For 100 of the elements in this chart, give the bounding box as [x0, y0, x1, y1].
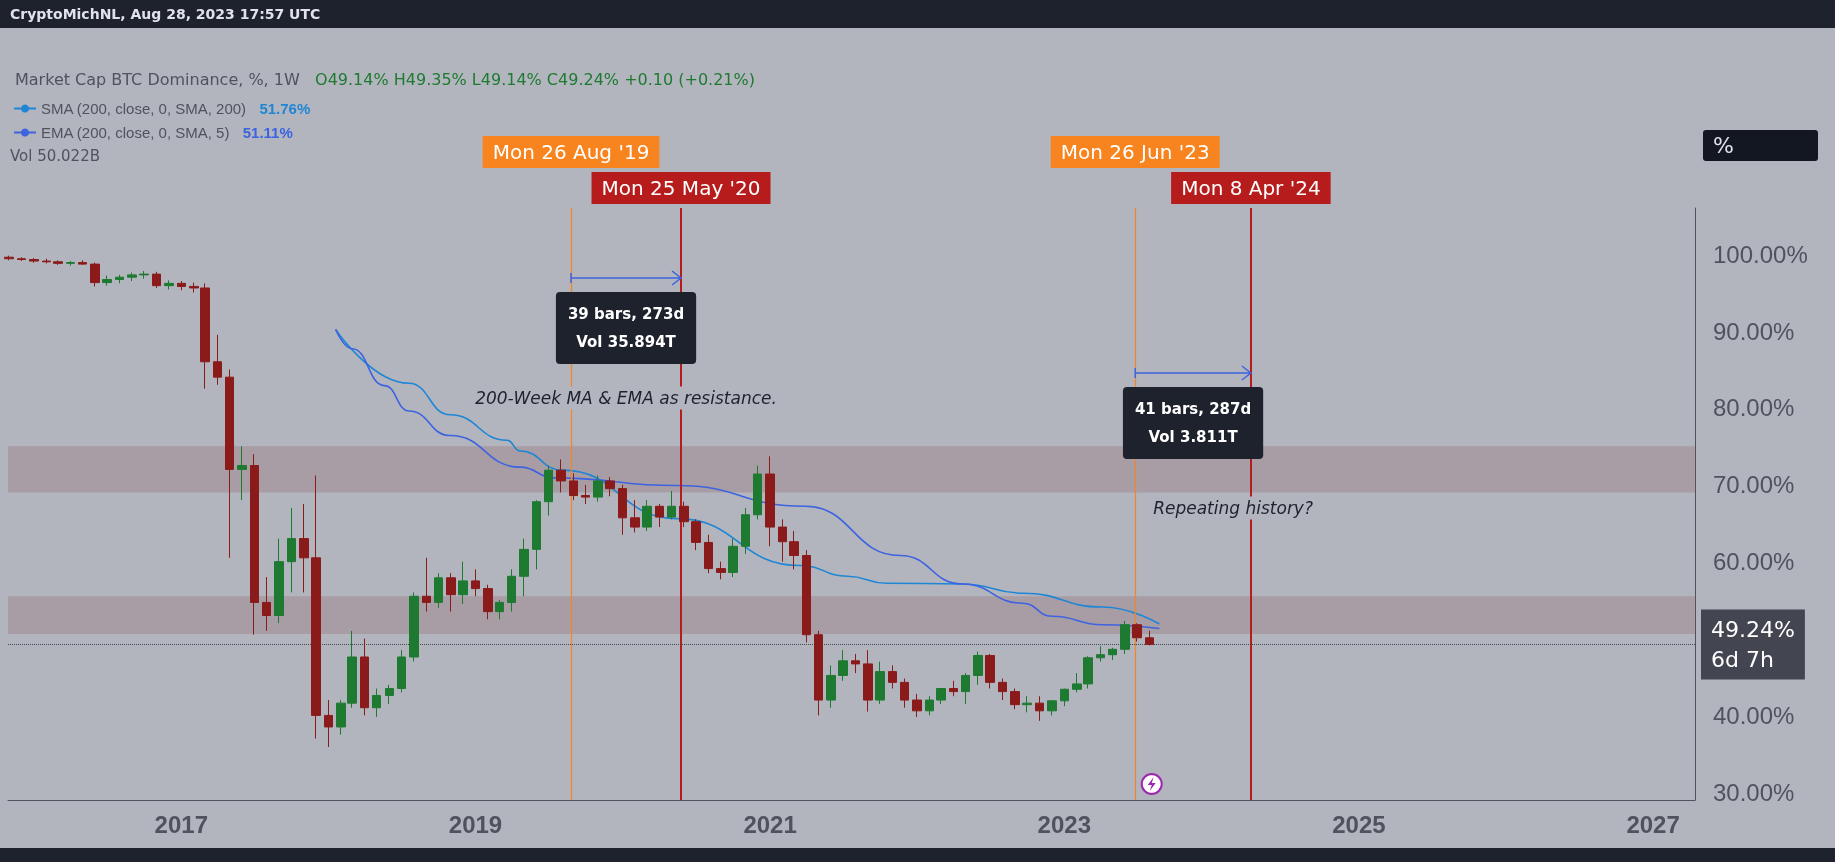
candlestick — [78, 259, 87, 266]
y-tick-label: 60.00% — [1713, 548, 1795, 576]
text: 51.76% — [259, 100, 311, 117]
candlestick — [814, 630, 823, 716]
candlestick — [164, 279, 174, 290]
y-tick-label: 80.00% — [1713, 394, 1795, 422]
candlestick — [985, 653, 995, 690]
candlestick — [102, 275, 112, 287]
candlestick — [741, 507, 750, 555]
candlestick — [630, 499, 640, 533]
candlestick — [90, 262, 100, 287]
candlestick — [434, 572, 443, 609]
candlestick — [311, 475, 321, 739]
ref-line-label: Mon 26 Jun '23 — [1060, 140, 1210, 164]
candlestick — [1132, 622, 1142, 643]
candlestick — [1145, 630, 1154, 646]
candlestick — [495, 599, 504, 620]
candlestick — [704, 534, 713, 574]
candlestick — [29, 257, 39, 264]
annotation: 41 bars, 287d Vol 3.811T — [1134, 400, 1252, 446]
y-tick-label: 90.00% — [1713, 317, 1795, 345]
candlestick — [53, 259, 63, 266]
candlestick — [1010, 688, 1020, 710]
candlestick — [213, 334, 222, 386]
candlestick — [324, 699, 333, 748]
text: CryptoMichNL, Aug 28, 2023 17:57 UTC — [9, 5, 322, 24]
candlestick — [998, 678, 1007, 701]
x-tick-label: 2027 — [1626, 810, 1680, 838]
candlestick — [900, 678, 909, 709]
candlestick — [471, 568, 480, 597]
candlestick — [655, 503, 664, 528]
text: 51.11% — [242, 124, 293, 141]
y-tick-label: 40.00% — [1713, 701, 1795, 729]
ref-line-label: 49.24% 6d 7h — [1711, 616, 1795, 672]
candlestick — [1060, 688, 1069, 707]
y-tick-label: 30.00% — [1713, 778, 1795, 806]
candlestick — [826, 664, 836, 709]
candlestick — [274, 538, 284, 624]
ref-line-label: Mon 25 May '20 — [601, 176, 761, 200]
text: Vol 50.022B — [10, 146, 100, 165]
candlestick — [875, 661, 885, 705]
candlestick — [925, 695, 934, 716]
candlestick — [618, 484, 627, 536]
candlestick — [177, 280, 186, 291]
legend-label: EMA (200, close, 0, SMA, 5) — [41, 124, 242, 141]
candlestick — [17, 256, 26, 262]
candlestick — [961, 672, 970, 705]
candlestick — [409, 591, 419, 663]
candlestick — [728, 538, 738, 578]
candlestick — [593, 475, 603, 503]
candlestick — [458, 561, 468, 605]
candlestick — [287, 507, 296, 593]
x-tick-label: 2017 — [154, 810, 208, 838]
annotation: 200-Week MA & EMA as resistance. — [475, 388, 777, 408]
chart-title: Market Cap BTC Dominance, %, 1W — [15, 69, 316, 89]
candlestick — [237, 445, 247, 501]
x-tick-label: 2019 — [448, 810, 503, 838]
candlestick — [1022, 695, 1032, 713]
candlestick — [765, 455, 775, 547]
annotation: Repeating history? — [1153, 498, 1313, 518]
ref-line-label: Mon 26 Aug '19 — [492, 140, 650, 164]
candlestick — [851, 653, 860, 674]
candlestick — [605, 476, 615, 497]
candlestick — [532, 499, 541, 570]
candlestick — [753, 465, 762, 520]
candlestick — [1120, 620, 1130, 655]
annotation: 39 bars, 273d Vol 35.894T — [567, 305, 685, 351]
candlestick — [507, 568, 516, 613]
candlestick — [1047, 699, 1057, 716]
x-tick-label: 2025 — [1332, 810, 1386, 838]
candlestick — [667, 490, 676, 520]
candlestick — [483, 584, 493, 620]
candlestick — [139, 270, 149, 280]
x-tick-label: 2023 — [1037, 810, 1091, 838]
candlestick — [556, 458, 566, 493]
candlestick — [225, 368, 234, 559]
text: % — [1703, 130, 1818, 161]
ref-line-label: Mon 8 Apr '24 — [1181, 176, 1321, 200]
candlestick — [888, 664, 897, 690]
candlestick — [789, 530, 799, 570]
candlestick — [115, 274, 124, 284]
candlestick — [360, 638, 369, 716]
x-tick-label: 2021 — [743, 810, 797, 838]
candlestick — [66, 260, 75, 267]
y-tick-label: 100.00% — [1713, 240, 1808, 268]
candlestick — [642, 499, 652, 532]
candlestick — [778, 518, 787, 563]
y-tick-label: 70.00% — [1713, 471, 1795, 499]
candlestick — [691, 518, 701, 551]
candlestick — [544, 465, 553, 517]
candlestick — [446, 572, 456, 613]
candlestick — [1035, 695, 1044, 722]
candlestick — [422, 557, 431, 613]
legend-label: SMA (200, close, 0, SMA, 200) — [41, 100, 259, 117]
candlestick — [973, 651, 983, 686]
candlestick — [716, 561, 726, 580]
candlestick — [397, 649, 406, 693]
candlestick — [127, 272, 137, 282]
candlestick — [802, 549, 811, 643]
candlestick — [299, 503, 309, 593]
